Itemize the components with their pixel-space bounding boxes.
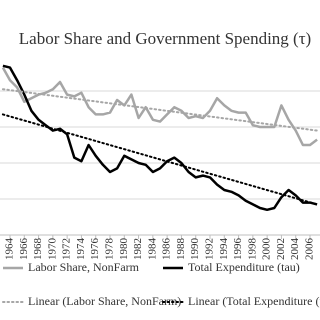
x-tick-label: 1966 (18, 238, 30, 261)
series-line (2, 64, 318, 212)
x-tick-label: 1980 (118, 238, 130, 261)
legend-label: Total Expenditure (tau) (188, 260, 300, 274)
series-line (1, 66, 318, 147)
x-tick-label: 1972 (61, 238, 73, 260)
x-tick-label: 1974 (75, 238, 87, 261)
series-line (1, 88, 319, 132)
x-tick-label: 1970 (46, 238, 58, 261)
series-line (1, 113, 319, 206)
x-tick-label: 1998 (246, 238, 258, 261)
x-tick-label: 1986 (161, 238, 173, 261)
x-tick-label: 1990 (189, 238, 201, 261)
x-tick-label: 1988 (175, 238, 187, 261)
x-tick-label: 2002 (275, 238, 287, 260)
x-tick-label: 2006 (304, 238, 316, 261)
x-tick-label: 1978 (104, 238, 116, 261)
x-tick-label: 1982 (132, 238, 144, 260)
x-tick-label: 1984 (146, 238, 158, 261)
x-tick-label: 2000 (261, 238, 273, 261)
chart-title: Labor Share and Government Spending (τ) (19, 29, 311, 48)
legend-label: Linear (Total Expenditure (tau)) (188, 294, 320, 308)
legend-label: Labor Share, NonFarm (28, 260, 140, 274)
x-tick-label: 1992 (204, 238, 216, 260)
x-tick-label: 1976 (89, 238, 101, 261)
x-tick-label: 1996 (232, 238, 244, 261)
legend-label: Linear (Labor Share, NonFarm) (28, 294, 181, 308)
x-tick-label: 1968 (32, 238, 44, 261)
x-tick-label: 1964 (4, 238, 16, 261)
x-tick-label: 1994 (218, 238, 230, 261)
x-tick-label: 2004 (289, 238, 301, 261)
